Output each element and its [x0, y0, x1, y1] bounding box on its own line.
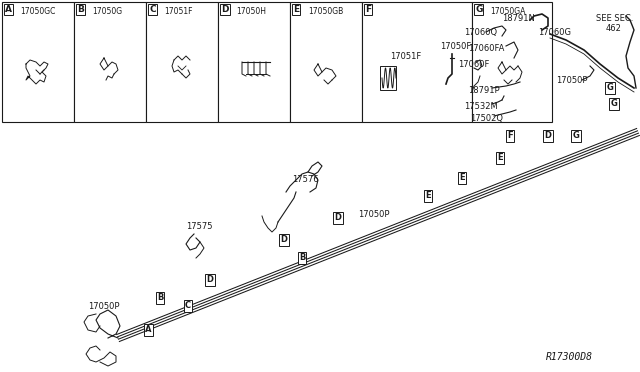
Text: A: A — [5, 5, 12, 14]
Text: E: E — [293, 5, 299, 14]
Text: 17050P: 17050P — [88, 302, 120, 311]
Text: G: G — [573, 131, 579, 141]
Text: D: D — [335, 214, 342, 222]
Bar — [472, 2, 552, 122]
Text: 17502Q: 17502Q — [470, 114, 503, 123]
Text: R17300D8: R17300D8 — [546, 352, 593, 362]
Text: F: F — [507, 131, 513, 141]
Text: 17060FA: 17060FA — [468, 44, 504, 53]
Text: D: D — [207, 276, 214, 285]
Text: G: G — [475, 5, 483, 14]
Text: 17050F: 17050F — [440, 42, 471, 51]
Text: A: A — [145, 326, 151, 334]
Text: 17050GB: 17050GB — [308, 7, 343, 16]
Text: B: B — [157, 294, 163, 302]
Text: 18791N: 18791N — [502, 14, 535, 23]
Text: 17050GA: 17050GA — [490, 7, 525, 16]
Text: 17060G: 17060G — [538, 28, 571, 37]
Text: 18791P: 18791P — [468, 86, 500, 95]
Text: F: F — [365, 5, 371, 14]
Text: 17060F: 17060F — [458, 60, 490, 69]
Bar — [74, 2, 146, 122]
Text: 17532M: 17532M — [464, 102, 498, 111]
Text: D: D — [221, 5, 228, 14]
Text: 17050GC: 17050GC — [20, 7, 56, 16]
Text: 17050H: 17050H — [236, 7, 266, 16]
Text: SEE SEC.: SEE SEC. — [596, 14, 634, 23]
Text: D: D — [280, 235, 287, 244]
Text: G: G — [607, 83, 613, 93]
Bar — [146, 2, 218, 122]
Text: B: B — [299, 253, 305, 263]
Text: G: G — [611, 99, 618, 109]
Text: 17575: 17575 — [186, 222, 212, 231]
Text: 17051F: 17051F — [164, 7, 193, 16]
Text: 17576: 17576 — [292, 175, 319, 184]
Text: E: E — [425, 192, 431, 201]
Text: E: E — [459, 173, 465, 183]
Text: 17051F: 17051F — [390, 52, 421, 61]
Bar — [362, 2, 472, 122]
Text: 17050P: 17050P — [358, 210, 390, 219]
Text: 462: 462 — [606, 24, 622, 33]
Text: 17060Q: 17060Q — [464, 28, 497, 37]
Text: B: B — [77, 5, 84, 14]
Text: 17050P: 17050P — [556, 76, 588, 85]
Text: 17050G: 17050G — [92, 7, 122, 16]
Bar — [290, 2, 362, 122]
Bar — [2, 2, 74, 122]
Bar — [218, 2, 290, 122]
Text: C: C — [185, 301, 191, 311]
Text: E: E — [497, 154, 503, 163]
Text: C: C — [149, 5, 156, 14]
Text: D: D — [545, 131, 552, 141]
